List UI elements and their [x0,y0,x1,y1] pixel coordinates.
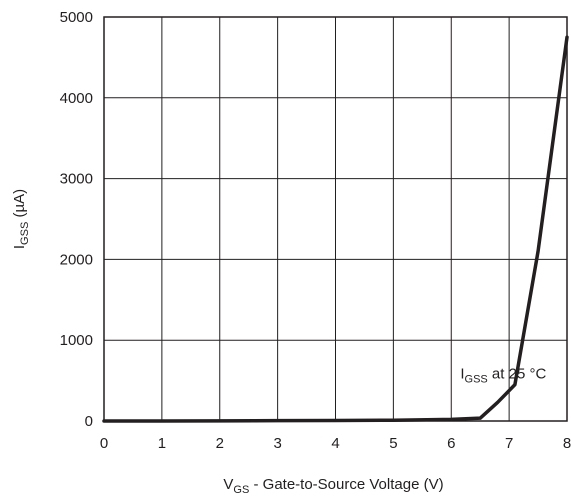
vertical-grid-lines [103,17,568,421]
x-axis-title-rest: - Gate-to-Source Voltage (V) [249,476,443,493]
x-tick-label-8: 8 [563,435,571,452]
x-tick-label-4: 4 [331,435,339,452]
x-tick-label-2: 2 [216,435,224,452]
x-tick-label-3: 3 [273,435,281,452]
annotation-main: I [460,366,464,383]
series-layer [102,35,569,423]
x-tick-label-0: 0 [100,435,108,452]
x-tick-label-6: 6 [447,435,455,452]
y-axis-title: IGSS (µA) [11,189,31,249]
y-axis-title-main: I [11,245,28,249]
x-axis-title: VGS - Gate-to-Source Voltage (V) [223,476,443,496]
y-tick-label-1: 1000 [60,332,93,349]
y-axis-title-rest: (µA) [11,189,28,222]
y-axis-title-subscript: GSS [19,222,31,245]
x-tick-labels: 0 1 2 3 4 5 6 7 8 [100,435,571,452]
x-axis-title-subscript: GS [233,484,249,496]
x-tick-label-5: 5 [389,435,397,452]
x-tick-label-7: 7 [505,435,513,452]
x-axis-title-main: V [223,476,233,493]
y-tick-label-0: 0 [85,413,93,430]
y-tick-label-3: 3000 [60,171,93,188]
series-line-0 [102,35,569,423]
y-tick-labels: 0 1000 2000 3000 4000 5000 [60,9,93,430]
y-tick-label-5: 5000 [60,9,93,26]
annotation-rest: at 25 °C [488,366,547,383]
annotation-subscript: GSS [465,374,488,386]
curve-annotation: IGSS at 25 °C [460,366,546,386]
y-tick-label-4: 4000 [60,90,93,107]
y-tick-label-2: 2000 [60,251,93,268]
x-tick-label-1: 1 [158,435,166,452]
